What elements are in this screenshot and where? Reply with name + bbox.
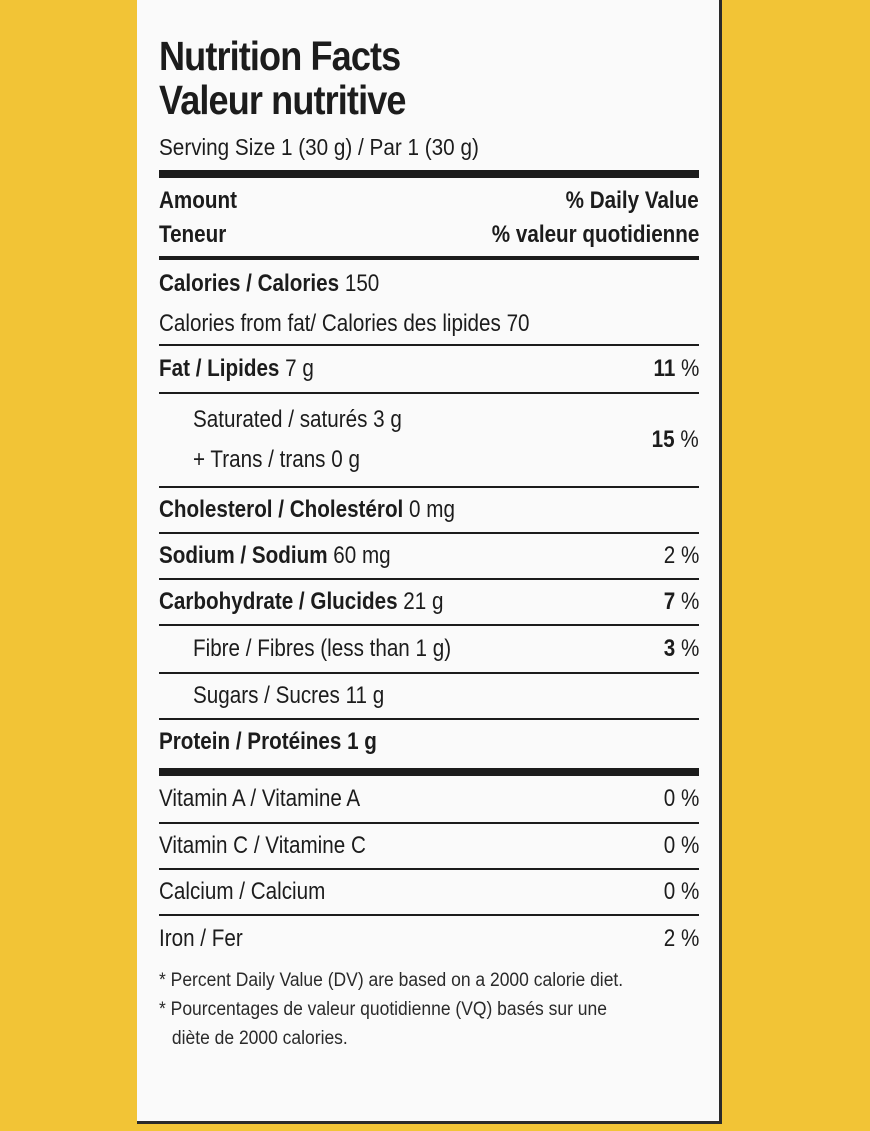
header-amount: Amount xyxy=(159,187,237,214)
trans-label: + Trans / trans 0 g xyxy=(193,446,360,473)
divider xyxy=(159,624,699,626)
saturated-label: Saturated / saturés 3 g xyxy=(193,406,402,433)
column-header: Amount Teneur % Daily Value % valeur quo… xyxy=(159,178,699,256)
nutrition-facts-content: Nutrition Facts Valeur nutritive Serving… xyxy=(159,34,699,1053)
footnote-english: * Percent Daily Value (DV) are based on … xyxy=(159,970,624,991)
sodium-label: Sodium / Sodium xyxy=(159,542,328,569)
header-daily-value: % Daily Value xyxy=(565,187,699,214)
vitamin-c-row: Vitamin C / Vitamine C 0 % xyxy=(159,824,699,868)
header-teneur: Teneur xyxy=(159,221,227,248)
calories-fat-row: Calories from fat/ Calories des lipides … xyxy=(159,304,699,344)
divider xyxy=(159,822,699,824)
cholesterol-row: Cholesterol / Cholestérol 0 mg xyxy=(159,488,699,532)
fibre-percent-unit: % xyxy=(680,635,699,662)
fibre-percent: 3 xyxy=(663,635,675,662)
vitamin-a-label: Vitamin A / Vitamine A xyxy=(159,785,361,812)
vitamin-c-percent: 0 xyxy=(663,832,675,859)
sodium-row: Sodium / Sodium 60 mg 2 % xyxy=(159,534,699,578)
carbohydrate-row: Carbohydrate / Glucides 21 g 7 % xyxy=(159,580,699,624)
carbohydrate-label: Carbohydrate / Glucides xyxy=(159,588,398,615)
sugars-row: Sugars / Sucres 11 g xyxy=(159,674,699,718)
saturated-percent-unit: % xyxy=(680,426,699,453)
divider xyxy=(159,392,699,394)
calcium-label: Calcium / Calcium xyxy=(159,878,326,905)
divider xyxy=(159,578,699,580)
carbohydrate-percent: 7 xyxy=(663,588,675,615)
fibre-label: Fibre / Fibres (less than 1 g) xyxy=(193,635,452,662)
nutrition-facts-panel: Nutrition Facts Valeur nutritive Serving… xyxy=(137,0,722,1124)
divider xyxy=(159,344,699,346)
calcium-row: Calcium / Calcium 0 % xyxy=(159,870,699,914)
vitamin-a-percent: 0 xyxy=(663,785,675,812)
calcium-percent: 0 xyxy=(663,878,675,905)
calories-row: Calories / Calories 150 xyxy=(159,264,699,304)
divider xyxy=(159,868,699,870)
iron-percent-unit: % xyxy=(680,925,699,952)
sodium-amount: 60 mg xyxy=(333,542,391,569)
fat-percent: 11 xyxy=(653,355,675,382)
footnote-french-line2: diète de 2000 calories. xyxy=(171,1028,348,1049)
calcium-percent-unit: % xyxy=(680,878,699,905)
iron-percent: 2 xyxy=(663,925,675,952)
sodium-percent: 2 xyxy=(663,542,675,569)
fat-row: Fat / Lipides 7 g 11 % xyxy=(159,346,699,392)
cholesterol-amount: 0 mg xyxy=(409,496,455,523)
calories-label: Calories / Calories xyxy=(159,270,340,297)
saturated-trans-row: Saturated / saturés 3 g + Trans / trans … xyxy=(159,394,699,486)
divider-medium xyxy=(159,256,699,260)
fat-percent-unit: % xyxy=(680,355,699,382)
divider xyxy=(159,672,699,674)
divider xyxy=(159,718,699,720)
footnote-french-line1: * Pourcentages de valeur quotidienne (VQ… xyxy=(159,999,607,1020)
fat-label: Fat / Lipides xyxy=(159,355,280,382)
iron-row: Iron / Fer 2 % xyxy=(159,916,699,962)
iron-label: Iron / Fer xyxy=(159,925,243,952)
carbohydrate-amount: 21 g xyxy=(403,588,444,615)
sugars-label: Sugars / Sucres 11 g xyxy=(193,682,385,709)
vitamin-a-row: Vitamin A / Vitamine A 0 % xyxy=(159,776,699,822)
serving-size: Serving Size 1 (30 g) / Par 1 (30 g) xyxy=(159,134,479,160)
vitamin-c-percent-unit: % xyxy=(680,832,699,859)
divider-thick xyxy=(159,768,699,776)
title-french: Valeur nutritive xyxy=(159,77,406,123)
header-valeur-quotidienne: % valeur quotidienne xyxy=(491,221,699,248)
footnote: * Percent Daily Value (DV) are based on … xyxy=(159,966,699,1053)
vitamin-a-percent-unit: % xyxy=(680,785,699,812)
carbohydrate-percent-unit: % xyxy=(680,588,699,615)
calories-fat-label: Calories from fat/ Calories des lipides … xyxy=(159,310,530,337)
protein-row: Protein / Protéines 1 g xyxy=(159,720,699,764)
divider xyxy=(159,486,699,488)
title-english: Nutrition Facts xyxy=(159,33,401,79)
calories-value: 150 xyxy=(344,270,380,297)
sodium-percent-unit: % xyxy=(680,542,699,569)
divider-thick xyxy=(159,170,699,178)
fat-amount: 7 g xyxy=(285,355,314,382)
vitamin-c-label: Vitamin C / Vitamine C xyxy=(159,832,366,859)
divider xyxy=(159,532,699,534)
protein-label: Protein / Protéines 1 g xyxy=(159,728,377,755)
divider xyxy=(159,914,699,916)
saturated-percent: 15 xyxy=(651,426,675,453)
cholesterol-label: Cholesterol / Cholestérol xyxy=(159,496,404,523)
fibre-row: Fibre / Fibres (less than 1 g) 3 % xyxy=(159,626,699,672)
